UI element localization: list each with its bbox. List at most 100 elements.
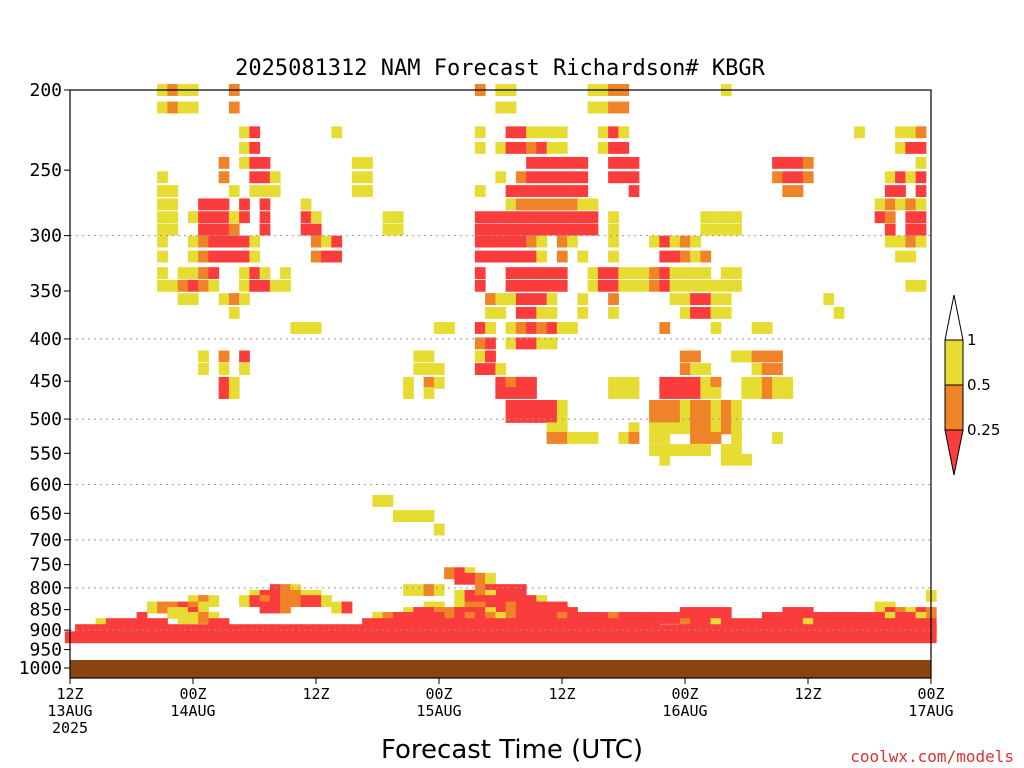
ri-cell: [505, 211, 517, 224]
ri-cell: [710, 223, 722, 236]
ri-cell: [259, 595, 271, 608]
ri-cell: [249, 631, 261, 644]
ri-cell: [208, 223, 220, 236]
ri-cell: [608, 141, 619, 154]
ri-cell: [854, 618, 865, 631]
ri-cell: [618, 631, 630, 644]
ri-cell: [577, 185, 589, 197]
ri-cell: [126, 631, 138, 644]
ri-cell: [423, 631, 435, 644]
ri-cell: [546, 267, 558, 280]
ri-cell: [895, 141, 906, 154]
ri-cell: [710, 432, 722, 444]
ri-cell: [679, 267, 691, 280]
ri-cell: [833, 631, 845, 644]
x-axis-label: Forecast Time (UTC): [381, 735, 643, 765]
credit-link[interactable]: coolwx.com/models: [850, 747, 1014, 766]
ri-cell: [116, 631, 127, 644]
ri-cell: [526, 387, 537, 399]
y-tick-label: 850: [29, 600, 62, 621]
ri-cell: [526, 235, 537, 248]
ri-cell: [526, 279, 537, 292]
ri-cell: [823, 631, 835, 644]
ri-cell: [690, 618, 701, 631]
ri-cell: [587, 612, 599, 624]
ri-cell: [167, 211, 179, 224]
ri-cell: [792, 612, 804, 624]
ri-cell: [239, 235, 250, 248]
ri-cell: [444, 618, 455, 631]
ri-cell: [833, 618, 845, 631]
ri-cell: [782, 156, 794, 169]
ri-cell: [802, 612, 814, 624]
ri-cell: [403, 631, 414, 644]
ri-cell: [556, 171, 568, 184]
ri-cell: [146, 601, 158, 614]
ri-cell: [208, 595, 220, 608]
ri-cell: [239, 156, 250, 169]
ri-cell: [659, 631, 671, 644]
ri-cell: [915, 156, 927, 169]
ri-cell: [310, 322, 322, 334]
ri-cell: [597, 631, 609, 644]
y-tick-label: 200: [29, 80, 62, 101]
ri-cell: [679, 279, 691, 292]
ri-cell: [618, 101, 630, 114]
ri-cell: [690, 376, 701, 389]
ri-cell: [300, 198, 312, 211]
ri-cell: [515, 235, 527, 248]
ri-cell: [608, 171, 619, 184]
ri-cell: [597, 618, 609, 631]
ri-cell: [577, 612, 589, 624]
ri-cell: [608, 293, 619, 306]
ri-cell: [495, 631, 507, 644]
ri-cell: [198, 267, 209, 280]
ri-cell: [474, 235, 486, 248]
ri-cell: [700, 376, 712, 389]
ri-cell: [751, 363, 763, 375]
ri-cell: [474, 141, 486, 154]
ri-cell: [608, 387, 619, 399]
y-tick-label: 650: [29, 503, 62, 524]
ri-cell: [669, 624, 681, 637]
ri-cell: [403, 618, 414, 631]
ri-cell: [505, 235, 517, 248]
ri-cell: [321, 235, 332, 248]
ri-cell: [690, 293, 701, 306]
ri-cell: [515, 618, 527, 631]
ri-cell: [577, 618, 589, 631]
ri-cell: [198, 211, 209, 224]
ri-cell: [515, 223, 527, 236]
ri-cell: [536, 250, 548, 263]
ri-cell: [731, 432, 742, 444]
ri-cell: [679, 422, 691, 435]
ri-cell: [167, 279, 179, 292]
ri-cell: [669, 293, 681, 306]
ri-cell: [208, 250, 220, 263]
ri-cell: [515, 198, 527, 211]
x-tick-label: 00Z: [425, 685, 452, 703]
ri-cell: [700, 618, 712, 631]
ri-cell: [556, 250, 568, 263]
ri-cell: [731, 223, 742, 236]
ri-cell: [157, 171, 168, 184]
ri-cell: [823, 293, 835, 306]
ri-cell: [782, 185, 794, 197]
ri-cell: [505, 322, 517, 334]
ri-cell: [618, 612, 630, 624]
y-tick-label: 700: [29, 530, 62, 551]
y-tick-label: 300: [29, 226, 62, 247]
y-tick-label: 350: [29, 281, 62, 302]
ri-cell: [915, 185, 927, 197]
ri-cell: [577, 156, 589, 169]
ri-cell: [536, 171, 548, 184]
ri-cell: [536, 399, 548, 412]
ri-cell: [577, 306, 589, 319]
ri-cell: [167, 607, 179, 619]
x-tick-label: 13AUG: [47, 702, 92, 720]
ri-cell: [505, 223, 517, 236]
ri-cell: [495, 141, 507, 154]
ri-cell: [608, 211, 619, 224]
ri-cell: [720, 422, 732, 435]
ri-cell: [392, 612, 404, 624]
